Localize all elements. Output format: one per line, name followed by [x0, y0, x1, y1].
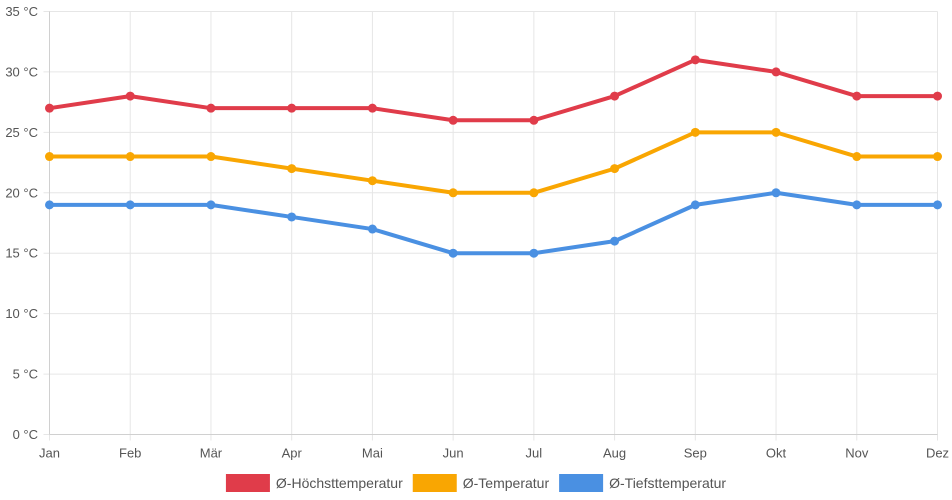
series-line	[47, 130, 940, 195]
y-tick-label: 35 °C	[5, 4, 38, 19]
data-point	[206, 103, 216, 113]
y-tick-label: 25 °C	[5, 125, 38, 140]
data-point	[125, 152, 135, 162]
data-point	[852, 91, 862, 101]
legend-swatch	[559, 474, 604, 492]
y-tick-label: 0 °C	[13, 427, 38, 442]
data-point	[206, 200, 216, 210]
x-tick-label: Sep	[684, 446, 707, 461]
data-point	[125, 200, 135, 210]
x-tick-label: Jan	[39, 446, 60, 461]
legend-label: Ø-Tiefsttemperatur	[609, 475, 726, 491]
data-point	[367, 103, 377, 113]
data-point	[852, 200, 862, 210]
y-tick-label: 10 °C	[5, 306, 38, 321]
x-tick-label: Dez	[926, 446, 949, 461]
data-point	[771, 67, 781, 77]
x-tick-label: Aug	[603, 446, 626, 461]
y-tick-label: 30 °C	[5, 64, 38, 79]
data-point	[125, 91, 135, 101]
data-point	[690, 200, 700, 210]
data-point	[690, 127, 700, 137]
legend-swatch	[225, 474, 270, 492]
data-point	[852, 152, 862, 162]
data-point	[448, 188, 458, 198]
data-point	[367, 224, 377, 234]
data-point	[529, 188, 539, 198]
x-tick-label: Feb	[119, 446, 141, 461]
y-tick-label: 5 °C	[13, 367, 38, 382]
x-tick-label: Jul	[526, 446, 543, 461]
data-point	[367, 176, 377, 186]
x-tick-label: Apr	[282, 446, 303, 461]
grid-lines	[43, 11, 938, 441]
data-point	[933, 200, 942, 210]
data-point	[287, 103, 297, 113]
data-point	[448, 248, 458, 258]
series-lines	[45, 55, 942, 258]
legend-swatch	[412, 474, 457, 492]
data-point	[933, 152, 942, 162]
data-point	[690, 55, 700, 65]
data-point	[206, 152, 216, 162]
legend: Ø-Höchsttemperatur Ø-Temperatur Ø-Tiefstte…	[225, 474, 726, 492]
x-tick-label: Mai	[362, 446, 383, 461]
y-tick-label: 20 °C	[5, 185, 38, 200]
series-line	[47, 190, 940, 256]
data-point	[45, 103, 54, 113]
data-point	[45, 152, 54, 162]
data-point	[287, 212, 297, 222]
data-point	[610, 236, 620, 246]
series-line	[47, 57, 940, 123]
data-point	[610, 164, 620, 174]
data-point	[771, 188, 781, 198]
axes: 0 °C 5 °C 10 °C 15 °C 20 °C 25 °C 30 °C 35 °C Ja…	[5, 4, 949, 461]
x-tick-label: Mär	[200, 446, 223, 461]
data-point	[610, 91, 620, 101]
data-point	[529, 248, 539, 258]
x-tick-label: Nov	[845, 446, 869, 461]
data-point	[529, 115, 539, 125]
data-point	[771, 127, 781, 137]
legend-label: Ø-Höchsttemperatur	[276, 475, 403, 491]
data-point	[448, 115, 458, 125]
x-tick-label: Jun	[443, 446, 464, 461]
y-tick-label: 15 °C	[5, 246, 38, 261]
data-point	[933, 91, 942, 101]
data-point	[45, 200, 54, 210]
legend-label: Ø-Temperatur	[463, 475, 550, 491]
x-tick-label: Okt	[766, 446, 787, 461]
data-point	[287, 164, 297, 174]
